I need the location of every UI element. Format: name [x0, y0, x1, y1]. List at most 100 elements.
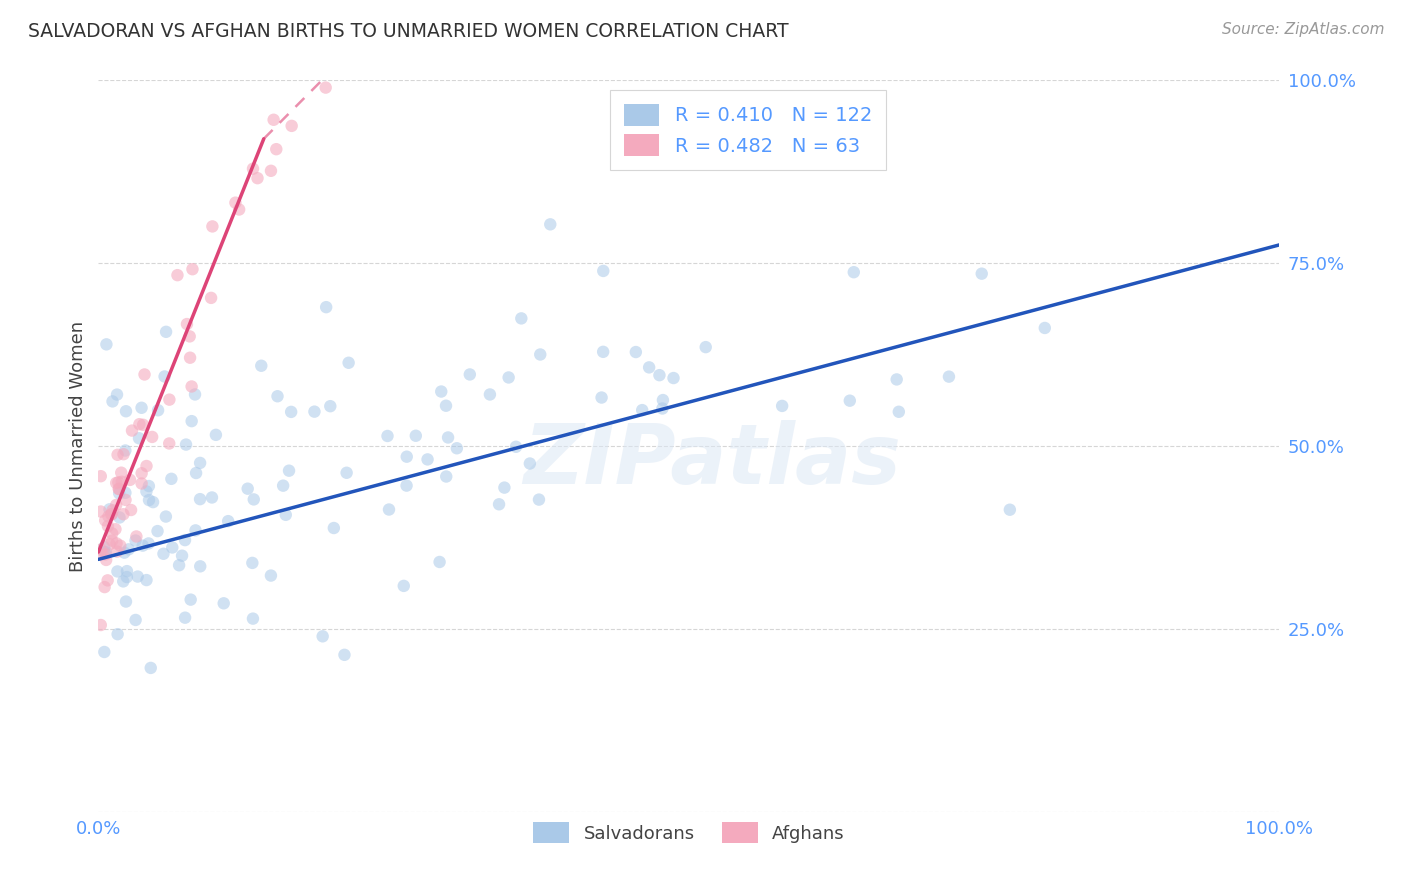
Point	[134, 368, 156, 382]
Point	[127, 569, 149, 583]
Point	[201, 219, 224, 234]
Point	[280, 119, 302, 133]
Point	[592, 344, 614, 359]
Point	[162, 541, 184, 555]
Point	[138, 479, 160, 493]
Point	[135, 573, 157, 587]
Point	[111, 475, 134, 489]
Point	[205, 427, 228, 442]
Point	[118, 542, 141, 557]
Point	[115, 404, 138, 418]
Point	[938, 369, 960, 384]
Point	[458, 368, 481, 382]
Point	[112, 574, 135, 589]
Point	[155, 509, 177, 524]
Point	[101, 503, 124, 517]
Point	[101, 526, 124, 541]
Point	[333, 648, 356, 662]
Point	[180, 592, 202, 607]
Point	[125, 529, 148, 543]
Point	[107, 448, 129, 462]
Point	[212, 596, 235, 610]
Point	[94, 553, 117, 567]
Point	[240, 556, 263, 570]
Point	[90, 542, 112, 557]
Point	[174, 533, 197, 548]
Point	[124, 533, 146, 548]
Point	[838, 393, 860, 408]
Point	[131, 401, 153, 415]
Point	[110, 466, 132, 480]
Point	[592, 264, 614, 278]
Point	[651, 392, 673, 407]
Point	[157, 392, 180, 407]
Point	[98, 502, 121, 516]
Point	[392, 579, 415, 593]
Point	[648, 368, 671, 383]
Point	[395, 450, 418, 464]
Point	[236, 482, 259, 496]
Point	[315, 300, 337, 314]
Point	[121, 424, 143, 438]
Point	[146, 403, 169, 417]
Point	[336, 466, 359, 480]
Point	[228, 202, 250, 217]
Point	[478, 387, 501, 401]
Point	[135, 484, 157, 499]
Point	[108, 486, 131, 500]
Point	[97, 509, 120, 524]
Point	[434, 469, 457, 483]
Point	[93, 545, 115, 559]
Point	[250, 359, 273, 373]
Point	[488, 497, 510, 511]
Point	[101, 507, 124, 521]
Point	[108, 510, 131, 524]
Point	[260, 163, 283, 178]
Point	[274, 508, 297, 522]
Point	[280, 405, 302, 419]
Point	[167, 558, 190, 573]
Point	[107, 627, 129, 641]
Point	[104, 522, 127, 536]
Point	[105, 498, 128, 512]
Point	[112, 546, 135, 560]
Point	[217, 514, 239, 528]
Point	[90, 504, 112, 518]
Point	[115, 564, 138, 578]
Point	[505, 440, 527, 454]
Point	[970, 267, 993, 281]
Point	[378, 502, 401, 516]
Point	[437, 430, 460, 444]
Point	[519, 457, 541, 471]
Point	[115, 570, 138, 584]
Point	[97, 519, 120, 533]
Point	[770, 399, 793, 413]
Point	[527, 492, 550, 507]
Point	[94, 547, 117, 561]
Point	[142, 495, 165, 509]
Point	[494, 481, 516, 495]
Point	[430, 384, 453, 399]
Point	[201, 491, 224, 505]
Point	[132, 539, 155, 553]
Point	[100, 508, 122, 522]
Point	[179, 329, 201, 343]
Point	[115, 594, 138, 608]
Point	[101, 533, 124, 548]
Point	[101, 394, 124, 409]
Point	[128, 417, 150, 432]
Point	[695, 340, 717, 354]
Point	[538, 218, 561, 232]
Point	[181, 262, 204, 277]
Point	[108, 482, 131, 496]
Point	[278, 464, 301, 478]
Point	[242, 492, 264, 507]
Point	[131, 476, 153, 491]
Point	[112, 447, 135, 461]
Point	[170, 549, 193, 563]
Point	[96, 337, 118, 351]
Point	[263, 112, 285, 127]
Point	[662, 371, 685, 385]
Point	[105, 387, 128, 401]
Point	[260, 568, 283, 582]
